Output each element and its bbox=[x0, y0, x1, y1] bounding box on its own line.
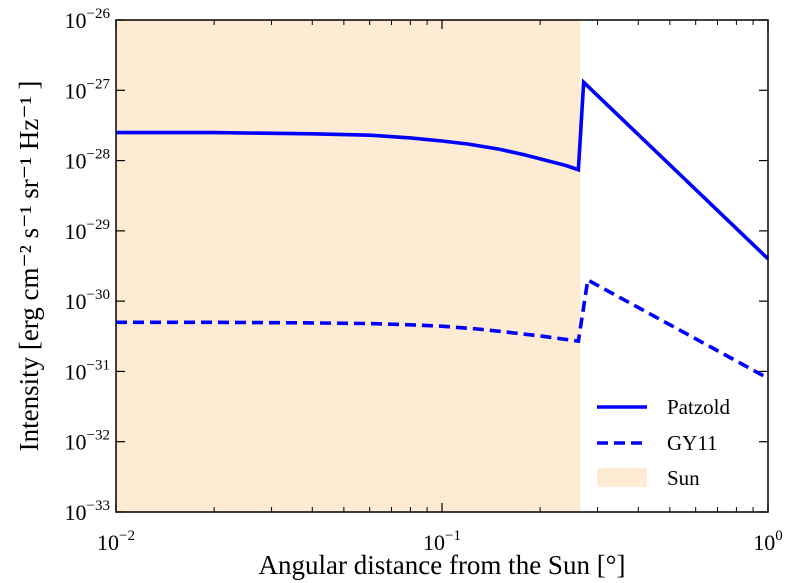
shaded-region-layer bbox=[116, 20, 581, 512]
shaded-region-sun bbox=[116, 20, 581, 512]
y-tick-label: 10−33 bbox=[65, 498, 110, 525]
legend-label-gy11: GY11 bbox=[667, 431, 718, 455]
x-tick-label: 100 bbox=[753, 528, 783, 555]
legend: Patzold GY11 Sun bbox=[597, 395, 730, 490]
series-layer bbox=[116, 78, 770, 380]
x-tick-label: 10−1 bbox=[423, 528, 461, 555]
series-line-patzold bbox=[116, 78, 770, 261]
tick-layer: 10−2 10−1 100 10−33 10−32 10−31 10−30 10−29 10−2… bbox=[65, 6, 783, 555]
y-tick-label: 10−31 bbox=[65, 357, 110, 384]
series-line-gy11 bbox=[116, 277, 769, 380]
y-tick-label: 10−27 bbox=[65, 76, 111, 103]
y-tick-label: 10−26 bbox=[65, 6, 111, 33]
y-axis-label: Intensity [erg cm⁻² s⁻¹ sr⁻¹ Hz⁻¹ ] bbox=[14, 81, 44, 452]
x-axis-label: Angular distance from the Sun [°] bbox=[259, 550, 626, 580]
legend-swatch-sun bbox=[597, 468, 647, 487]
legend-label-sun: Sun bbox=[667, 466, 700, 490]
x-tick-label: 10−2 bbox=[97, 528, 135, 555]
legend-label-patzold: Patzold bbox=[667, 395, 730, 419]
y-tick-label: 10−28 bbox=[65, 147, 110, 174]
y-tick-label: 10−32 bbox=[65, 428, 110, 455]
y-tick-label: 10−29 bbox=[65, 217, 110, 244]
y-tick-label: 10−30 bbox=[65, 287, 110, 314]
